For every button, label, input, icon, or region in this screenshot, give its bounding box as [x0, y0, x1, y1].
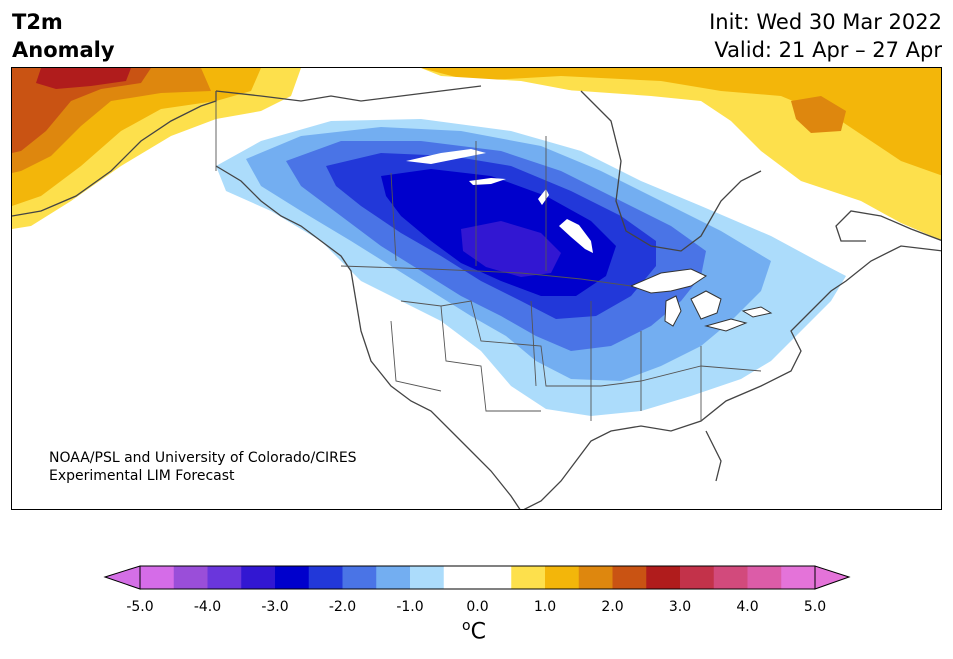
- great-slave-lake: [406, 149, 486, 164]
- warm-anomaly-arctic-light: [301, 68, 941, 241]
- colorbar-cell: [308, 566, 343, 589]
- colorbar-tick-label: 5.0: [803, 599, 827, 615]
- colorbar-cell: [511, 566, 546, 589]
- colorbar-cell: [612, 566, 647, 589]
- colorbar-cell: [781, 566, 816, 589]
- colorbar-cell: [747, 566, 782, 589]
- init-date-label: Init: Wed 30 Mar 2022: [709, 10, 942, 34]
- colorbar-cell: [680, 566, 715, 589]
- colorbar-outline: [139, 565, 816, 590]
- colorbar-unit-label: oC: [462, 618, 486, 644]
- warm-anomaly-arctic-mid: [421, 68, 941, 176]
- colorbar-tick-label: 2.0: [601, 599, 624, 615]
- colorbar-tick-label: -3.0: [261, 599, 289, 615]
- colorbar-tick-label: 1.0: [533, 599, 557, 615]
- map-title: T2m Anomaly: [12, 8, 115, 64]
- colorbar-cell: [173, 566, 208, 589]
- coastlines: [12, 85, 941, 509]
- colorbar-cells: [140, 566, 816, 589]
- anomaly-map-svg: [12, 68, 941, 509]
- colorbar-cell: [410, 566, 445, 589]
- colorbar-cell: [578, 566, 613, 589]
- lake-winnipeg: [559, 219, 593, 253]
- colorbar-cell: [646, 566, 681, 589]
- colorbar-cell: [140, 566, 175, 589]
- forecast-dates: Init: Wed 30 Mar 2022 Valid: 21 Apr – 27…: [709, 8, 942, 64]
- warm-anomaly-alaska-deep: [12, 68, 151, 153]
- colorbar-cell: [207, 566, 242, 589]
- colorbar-under-arrow: [103, 565, 141, 590]
- valid-date-label: Valid: 21 Apr – 27 Apr: [714, 38, 942, 62]
- colorbar-tick-label: 4.0: [736, 599, 759, 615]
- colorbar-cell: [545, 566, 580, 589]
- colorbar-cell: [376, 566, 411, 589]
- source-credit: NOAA/PSL and University of Colorado/CIRE…: [49, 449, 357, 485]
- cold-anomaly-core: [461, 221, 561, 277]
- colorbar-tick-label: -5.0: [126, 599, 154, 615]
- title-line-1: T2m: [12, 10, 63, 34]
- colorbar-cell: [477, 566, 512, 589]
- political-borders: [215, 91, 762, 421]
- credit-line-2: Experimental LIM Forecast: [49, 468, 235, 484]
- warm-anomaly-arctic-strong: [791, 96, 846, 133]
- great-lakes: [629, 268, 773, 332]
- colorbar-tick-label: 0.0: [466, 599, 489, 615]
- title-line-2: Anomaly: [12, 38, 115, 62]
- credit-line-1: NOAA/PSL and University of Colorado/CIRE…: [49, 450, 357, 466]
- colorbar-cell: [443, 566, 478, 589]
- colorbar-cell: [275, 566, 310, 589]
- colorbar-over-arrow: [814, 565, 851, 590]
- colorbar-cell: [713, 566, 748, 589]
- colorbar-tick-label: 3.0: [668, 599, 692, 615]
- colorbar-cell: [241, 566, 276, 589]
- colorbar-tick-label: -4.0: [193, 599, 222, 615]
- colorbar-tick-label: -2.0: [328, 599, 357, 615]
- lake-athabasca: [469, 178, 506, 185]
- unit-degree-superscript: o: [462, 618, 471, 634]
- unit-base: C: [470, 619, 486, 645]
- anomaly-map: [11, 67, 942, 510]
- colorbar-cell: [342, 566, 377, 589]
- colorbar-tick-label: -1.0: [396, 599, 424, 615]
- warm-anomaly-alaska-core: [36, 68, 131, 89]
